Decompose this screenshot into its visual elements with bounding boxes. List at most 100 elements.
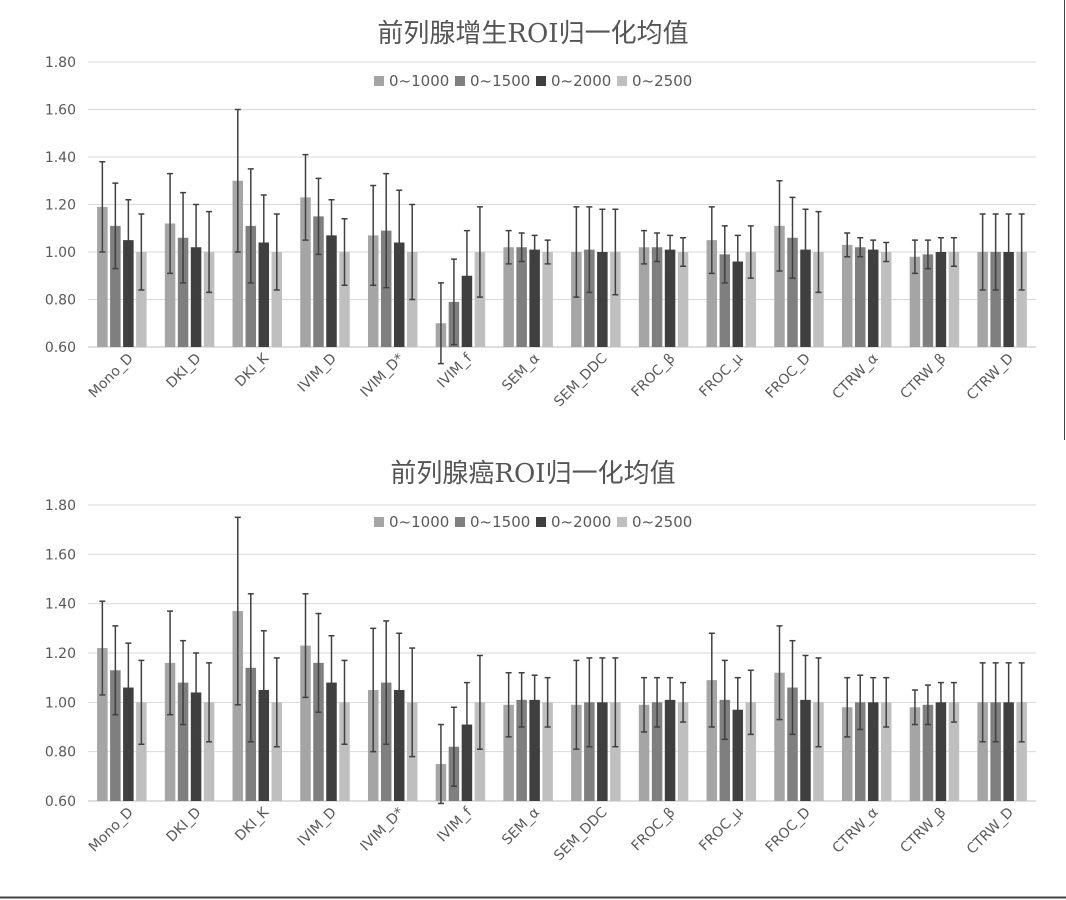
bar — [474, 252, 486, 347]
bar — [651, 247, 663, 347]
x-category-label: Mono_D — [86, 351, 137, 402]
bar — [232, 180, 244, 347]
legend-swatch — [374, 517, 384, 527]
bar — [110, 225, 121, 347]
bar — [245, 225, 257, 347]
chart-title: 前列腺癌ROI归一化均值 — [390, 459, 675, 489]
legend-label: 0~2000 — [551, 72, 611, 90]
x-category-label: CTRW_β — [897, 805, 949, 857]
bar — [190, 247, 202, 347]
bar — [677, 252, 689, 347]
bar — [880, 702, 892, 801]
chart-bph: 前列腺增生ROI归一化均值 0.60 0.80 1.00 1.20 1.40 1.60 1.8… — [45, 19, 1036, 410]
x-category-label: SEM_DDC — [551, 804, 611, 864]
bar — [813, 702, 824, 801]
x-category-label: FROC_D — [763, 351, 814, 402]
legend-swatch — [536, 517, 546, 527]
bar — [367, 235, 379, 347]
legend-label: 0~1500 — [470, 72, 530, 90]
bar — [136, 702, 147, 801]
bar — [1003, 702, 1014, 801]
bar — [503, 247, 514, 347]
legend-swatch — [455, 76, 465, 86]
x-category-label: FROC_D — [763, 805, 814, 856]
bar — [516, 699, 527, 801]
legend-label: 0~2000 — [551, 513, 611, 531]
bar — [177, 237, 189, 347]
y-tick-label: 1.60 — [45, 547, 76, 563]
bar — [935, 702, 947, 801]
bar — [719, 254, 731, 347]
bar — [300, 197, 311, 347]
bar — [529, 699, 540, 801]
bar — [638, 247, 650, 347]
bar — [854, 247, 866, 347]
bar — [732, 709, 744, 801]
bar — [990, 702, 1001, 801]
legend-swatch — [617, 76, 627, 86]
x-category-label: CTRW_β — [897, 351, 949, 403]
bar — [136, 252, 147, 347]
bar — [300, 645, 311, 801]
bar — [787, 687, 798, 801]
bar — [774, 672, 785, 801]
bar — [787, 237, 798, 347]
bar — [909, 707, 921, 801]
x-category-label: FROC_β — [629, 805, 679, 855]
bar — [948, 702, 960, 801]
legend-swatch — [617, 517, 627, 527]
y-tick-label: 0.80 — [45, 293, 76, 309]
bar — [1003, 252, 1014, 347]
bar — [745, 252, 757, 347]
y-tick-label: 1.00 — [45, 245, 76, 261]
x-category-label: SEM_α — [499, 805, 543, 849]
bar — [719, 699, 731, 801]
x-category-label: IVIM_D* — [358, 351, 408, 401]
bar — [813, 252, 824, 347]
bar — [638, 704, 650, 801]
y-tick-label: 0.60 — [45, 794, 76, 810]
x-category-label: DKI_D — [163, 351, 204, 392]
bar — [258, 242, 270, 347]
bar — [909, 256, 921, 347]
bar — [97, 206, 108, 347]
y-tick-label: 1.80 — [45, 55, 76, 71]
bar — [313, 662, 324, 801]
legend-label: 0~1500 — [470, 513, 530, 531]
bar — [664, 699, 676, 801]
bar — [313, 216, 324, 347]
bar — [571, 704, 582, 801]
bar — [800, 249, 811, 347]
bar — [339, 702, 350, 801]
x-category-label: IVIM_D — [295, 351, 340, 396]
bar — [203, 702, 215, 801]
bar — [732, 261, 744, 347]
bar — [610, 252, 621, 347]
y-tick-label: 1.40 — [45, 597, 76, 613]
y-tick-label: 1.40 — [45, 150, 76, 166]
bar — [854, 702, 866, 801]
bar — [110, 670, 121, 801]
bar — [177, 682, 189, 801]
bar — [935, 252, 947, 347]
bar — [584, 702, 595, 801]
bar — [880, 252, 892, 347]
x-category-label: DKI_K — [232, 350, 272, 390]
x-category-label: CTRW_α — [830, 351, 882, 403]
bar — [529, 249, 540, 347]
bar — [164, 662, 176, 801]
bar — [610, 702, 621, 801]
bar — [571, 252, 582, 347]
bar — [271, 252, 283, 347]
bar — [977, 702, 988, 801]
y-tick-label: 1.80 — [45, 498, 76, 514]
bar — [326, 235, 337, 347]
bar — [339, 252, 350, 347]
bar — [651, 702, 663, 801]
y-tick-label: 0.60 — [45, 340, 76, 356]
bar — [867, 249, 879, 347]
bar — [745, 702, 757, 801]
x-category-label: FROC_β — [629, 351, 679, 401]
bar — [542, 252, 553, 347]
